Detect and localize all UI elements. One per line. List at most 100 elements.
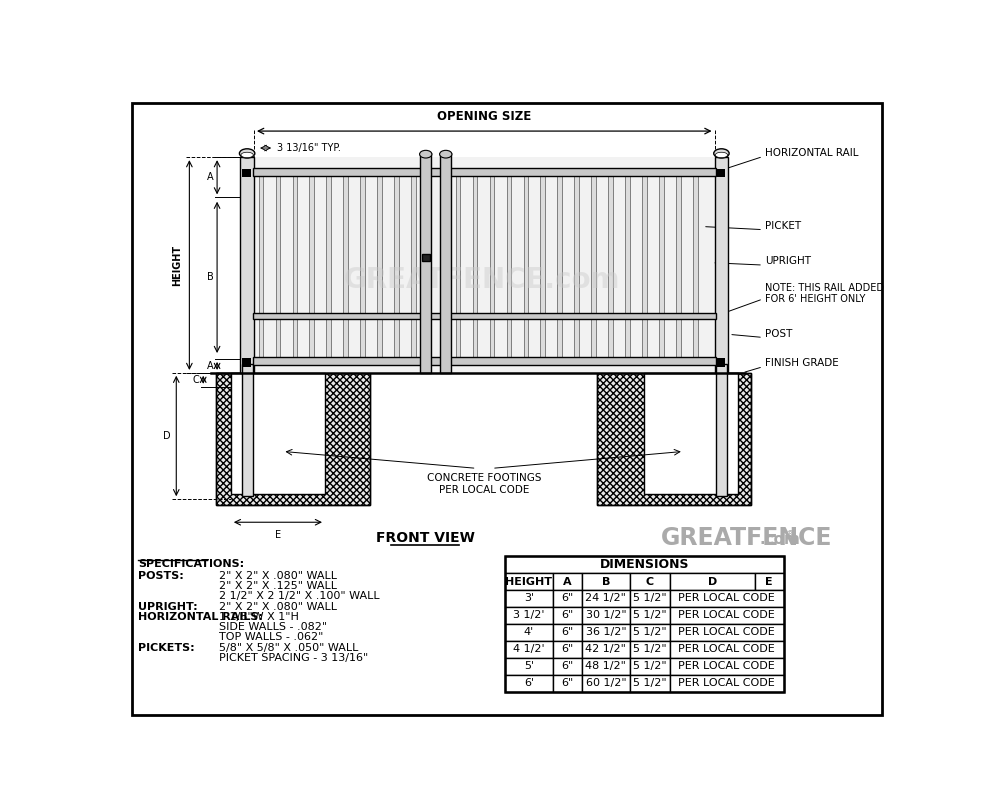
Bar: [582, 624, 630, 641]
Text: OPENING SIZE: OPENING SIZE: [438, 110, 532, 123]
Bar: [242, 364, 252, 496]
Text: PER LOCAL CODE: PER LOCAL CODE: [678, 644, 775, 654]
Bar: [524, 176, 529, 357]
Bar: [643, 176, 646, 357]
Text: HORIZONTAL RAILS:: HORIZONTAL RAILS:: [138, 612, 262, 622]
Bar: [310, 176, 314, 357]
Text: GREATFENCE: GREATFENCE: [661, 526, 833, 550]
Text: PER LOCAL CODE: PER LOCAL CODE: [678, 594, 775, 603]
Text: PER LOCAL CODE: PER LOCAL CODE: [678, 661, 775, 671]
Bar: [670, 573, 754, 590]
Text: C: C: [193, 375, 200, 385]
Bar: [327, 176, 331, 357]
Bar: [582, 675, 630, 692]
Text: GREATFENCE.com: GREATFENCE.com: [344, 266, 620, 295]
Text: HEIGHT: HEIGHT: [506, 577, 552, 586]
Text: HEIGHT: HEIGHT: [172, 245, 182, 286]
Text: E: E: [275, 530, 281, 540]
Text: C: C: [645, 577, 653, 586]
Bar: [670, 590, 784, 607]
Text: 60 1/2": 60 1/2": [586, 678, 627, 688]
Bar: [598, 373, 751, 505]
Text: D: D: [708, 577, 717, 586]
Text: PER LOCAL CODE: PER LOCAL CODE: [678, 678, 775, 688]
Text: 6": 6": [561, 661, 573, 671]
Text: 3 13/16" TYP.: 3 13/16" TYP.: [277, 143, 341, 153]
Text: 24 1/2": 24 1/2": [585, 594, 627, 603]
Text: PICKET: PICKET: [765, 221, 802, 231]
Bar: [574, 176, 579, 357]
Text: SPECIFICATIONS:: SPECIFICATIONS:: [138, 559, 244, 569]
Bar: [216, 373, 369, 505]
Bar: [552, 573, 582, 590]
Bar: [670, 658, 784, 675]
Bar: [505, 624, 552, 641]
Text: 5 1/2": 5 1/2": [633, 611, 666, 620]
Bar: [241, 157, 254, 373]
Bar: [541, 176, 545, 357]
Bar: [582, 658, 630, 675]
Bar: [582, 641, 630, 658]
Text: 5': 5': [524, 661, 534, 671]
Text: 5 1/2": 5 1/2": [633, 628, 666, 637]
Bar: [630, 607, 670, 624]
Text: FINISH GRADE: FINISH GRADE: [765, 358, 840, 368]
Text: B: B: [207, 272, 214, 283]
Text: 30 1/2": 30 1/2": [586, 611, 627, 620]
Ellipse shape: [715, 152, 728, 158]
Bar: [293, 176, 297, 357]
Text: 48 1/2": 48 1/2": [585, 661, 627, 671]
Bar: [552, 641, 582, 658]
Text: 5 1/2": 5 1/2": [633, 644, 666, 654]
Bar: [582, 590, 630, 607]
Bar: [630, 573, 670, 590]
Text: PER LOCAL CODE: PER LOCAL CODE: [678, 628, 775, 637]
Bar: [243, 168, 251, 177]
Bar: [693, 176, 698, 357]
Bar: [505, 573, 552, 590]
Bar: [552, 607, 582, 624]
Bar: [505, 675, 552, 692]
Bar: [659, 176, 663, 357]
Bar: [626, 176, 630, 357]
Bar: [411, 176, 416, 357]
Ellipse shape: [240, 149, 254, 158]
Text: 4': 4': [524, 628, 534, 637]
Text: 2 1/2" X 2 1/2" X .100" WALL: 2 1/2" X 2 1/2" X .100" WALL: [219, 590, 379, 601]
Bar: [630, 641, 670, 658]
Text: FRONT VIEW: FRONT VIEW: [375, 531, 474, 544]
Text: 6": 6": [561, 628, 573, 637]
Bar: [505, 658, 552, 675]
Text: 2" X 2" X .080" WALL: 2" X 2" X .080" WALL: [219, 602, 337, 612]
Bar: [552, 590, 582, 607]
Ellipse shape: [714, 149, 729, 158]
Text: UPRIGHT: UPRIGHT: [765, 256, 812, 266]
Bar: [630, 675, 670, 692]
Ellipse shape: [241, 152, 253, 158]
Bar: [582, 573, 630, 590]
Bar: [252, 313, 716, 319]
Text: 1 1/8"W X 1"H: 1 1/8"W X 1"H: [219, 612, 299, 622]
Text: 6": 6": [561, 678, 573, 688]
Bar: [252, 168, 716, 176]
Text: POSTS:: POSTS:: [138, 571, 183, 581]
Text: 5/8" X 5/8" X .050" WALL: 5/8" X 5/8" X .050" WALL: [219, 643, 358, 653]
Text: ®: ®: [786, 530, 795, 539]
Bar: [670, 624, 784, 641]
Text: D: D: [163, 431, 171, 441]
Bar: [473, 176, 477, 357]
Bar: [670, 641, 784, 658]
Text: 3 1/2': 3 1/2': [513, 611, 545, 620]
Bar: [216, 373, 369, 505]
Text: PICKET SPACING - 3 13/16": PICKET SPACING - 3 13/16": [219, 653, 368, 663]
Bar: [231, 373, 325, 494]
Text: 6": 6": [561, 611, 573, 620]
Bar: [557, 176, 562, 357]
Bar: [582, 607, 630, 624]
Text: 5 1/2": 5 1/2": [633, 678, 666, 688]
Text: SIDE WALLS - .082": SIDE WALLS - .082": [219, 622, 327, 633]
Text: .com: .com: [760, 531, 801, 547]
Text: NOTE: THIS RAIL ADDED
FOR 6' HEIGHT ONLY: NOTE: THIS RAIL ADDED FOR 6' HEIGHT ONLY: [765, 283, 884, 305]
Bar: [630, 624, 670, 641]
Text: 6': 6': [524, 678, 534, 688]
